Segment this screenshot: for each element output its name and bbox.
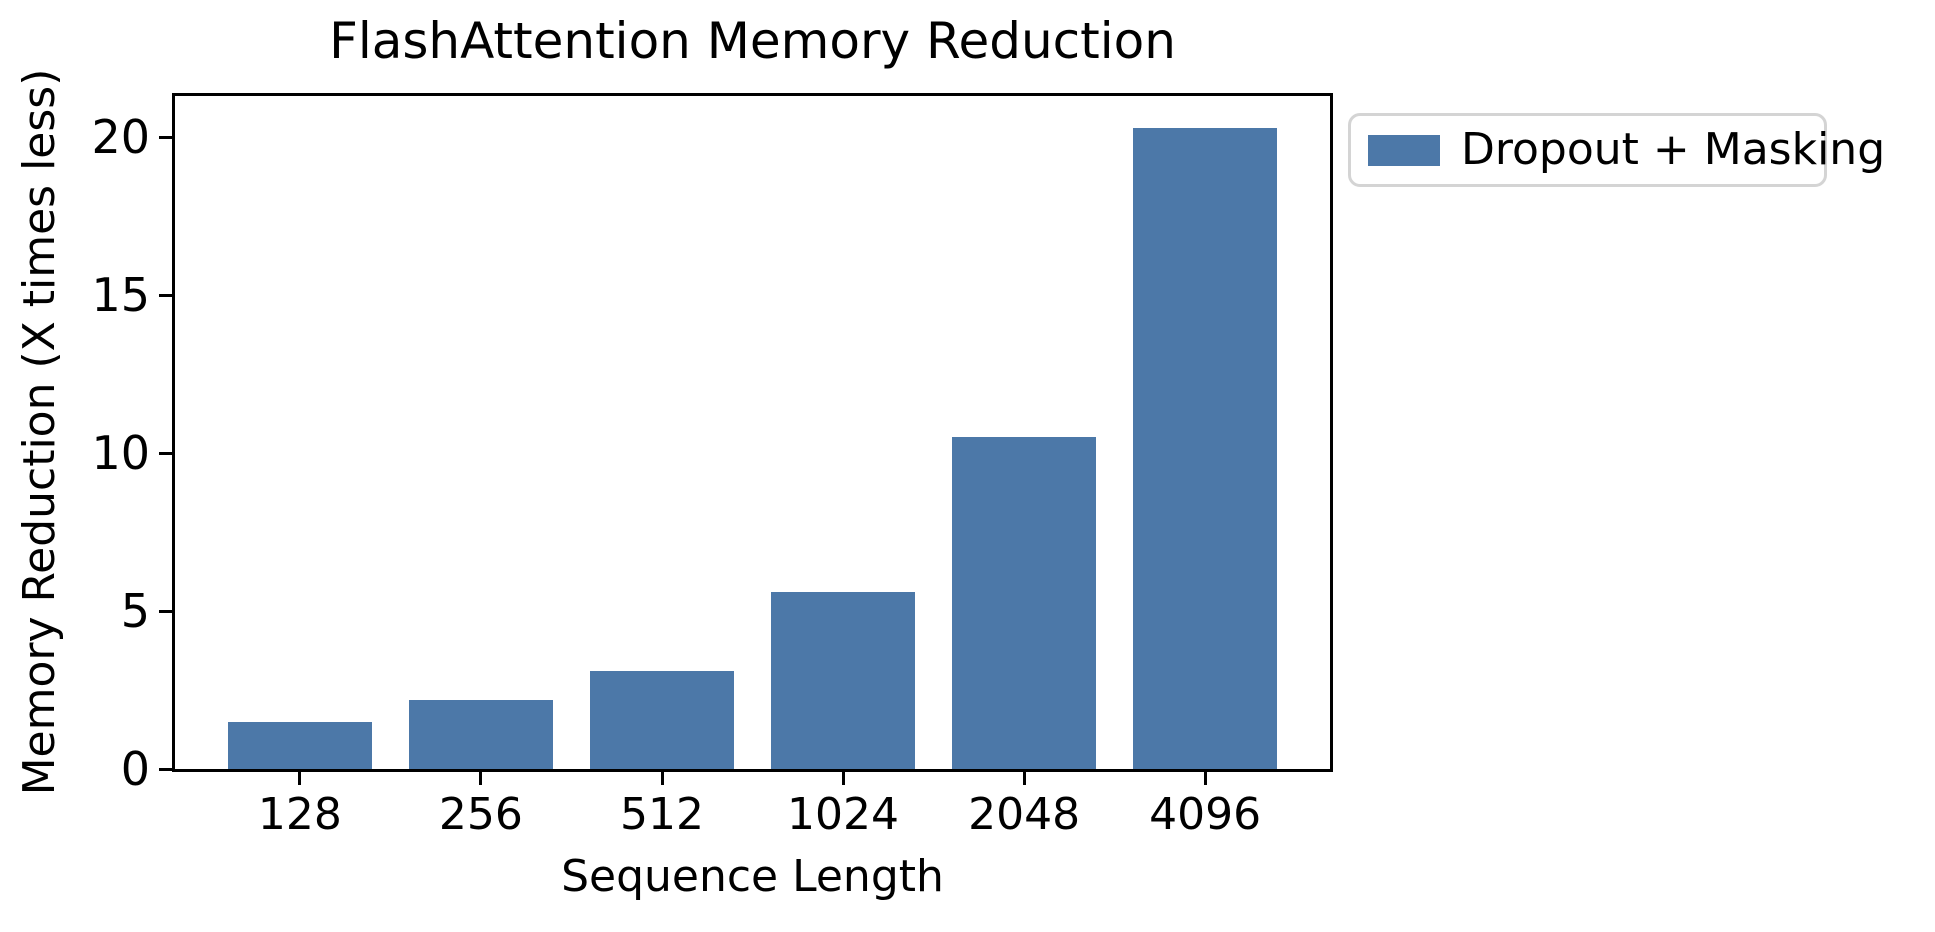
plot-area [172,93,1333,772]
x-tick-label: 2048 [968,789,1081,840]
x-tick-label: 1024 [787,789,899,840]
y-tick-mark [159,451,172,455]
bar-1024 [770,592,916,769]
bar-2048 [951,437,1097,769]
y-tick-mark [159,293,172,297]
y-tick-label: 20 [91,110,150,165]
x-tick-mark [1203,772,1207,785]
x-tick-label: 128 [257,789,342,840]
x-axis-label: Sequence Length [561,851,944,902]
x-tick-label: 4096 [1149,789,1262,840]
x-tick-mark [1022,772,1026,785]
bar-512 [589,671,735,769]
y-tick-label: 5 [120,584,150,638]
x-tick-mark [479,772,483,785]
chart-title: FlashAttention Memory Reduction [329,12,1176,70]
y-tick-label: 0 [120,742,150,796]
x-tick-mark [841,772,845,785]
y-tick-mark [159,767,172,771]
x-tick-mark [660,772,664,785]
y-tick-mark [159,135,172,139]
bar-256 [408,699,554,769]
bar-128 [227,721,373,769]
legend: Dropout + Masking [1348,113,1885,187]
x-tick-label: 512 [620,789,704,840]
legend-swatch [1368,134,1440,166]
bar-4096 [1132,127,1278,769]
y-tick-mark [159,609,172,613]
y-tick-label: 10 [91,426,150,480]
x-tick-mark [298,772,302,785]
y-tick-label: 15 [91,268,150,323]
x-tick-label: 256 [438,789,523,840]
legend-label: Dropout + Masking [1461,124,1886,175]
